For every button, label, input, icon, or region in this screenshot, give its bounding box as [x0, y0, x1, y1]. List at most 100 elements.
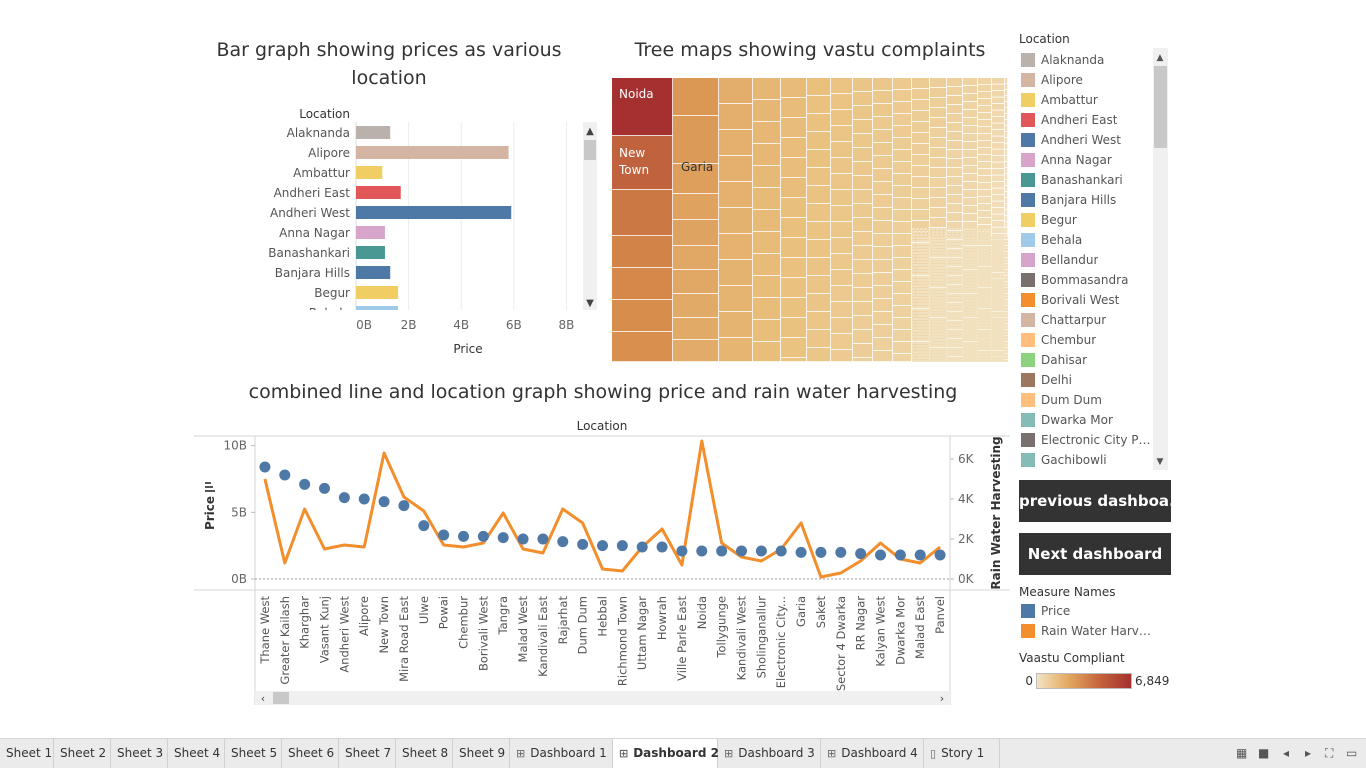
treemap-cell[interactable] — [991, 273, 995, 276]
treemap-cell[interactable] — [893, 258, 912, 270]
treemap-cell[interactable] — [944, 303, 948, 306]
treemap-cell[interactable] — [912, 309, 916, 312]
treemap-cell[interactable] — [953, 258, 957, 261]
treemap-cell[interactable] — [673, 294, 719, 318]
treemap-cell[interactable] — [923, 348, 927, 351]
treemap-cell[interactable] — [987, 240, 991, 243]
treemap-cell[interactable] — [916, 297, 920, 300]
treemap-cell[interactable] — [947, 309, 951, 312]
treemap-cell[interactable] — [978, 113, 992, 120]
treemap-cell[interactable] — [980, 264, 984, 267]
treemap-cell[interactable] — [947, 168, 963, 177]
treemap-cell[interactable] — [926, 330, 930, 333]
treemap-cell[interactable] — [978, 252, 982, 255]
treemap-cell[interactable] — [932, 228, 936, 231]
treemap-cell[interactable] — [992, 270, 996, 273]
treemap-cell[interactable] — [853, 358, 873, 362]
treemap-cell[interactable] — [930, 128, 947, 138]
treemap-cell[interactable] — [963, 273, 967, 276]
treemap-cell[interactable] — [963, 243, 967, 246]
treemap-cell[interactable] — [939, 243, 943, 246]
treemap-cell[interactable] — [947, 195, 963, 204]
treemap-cell[interactable] — [937, 318, 941, 321]
treemap-cell[interactable] — [933, 288, 937, 291]
treemap-cell[interactable] — [912, 330, 916, 333]
treemap-cell[interactable] — [944, 273, 948, 276]
treemap-cell[interactable] — [992, 84, 1005, 91]
treemap-cell[interactable] — [963, 166, 978, 174]
treemap-cell[interactable] — [916, 315, 920, 318]
treemap-cell[interactable] — [933, 273, 937, 276]
treemap-cell[interactable] — [976, 234, 980, 237]
treemap-cell[interactable] — [912, 243, 916, 246]
treemap-cell[interactable] — [944, 360, 948, 362]
treemap-cell[interactable] — [893, 210, 912, 222]
treemap-cell[interactable] — [963, 254, 978, 262]
treemap-cell[interactable] — [933, 318, 937, 321]
treemap-cell[interactable] — [912, 291, 916, 294]
treemap-cell[interactable] — [919, 288, 923, 291]
treemap-cell[interactable] — [928, 234, 932, 237]
treemap-cell[interactable] — [873, 234, 893, 247]
treemap-cell[interactable] — [957, 261, 961, 264]
treemap-cell[interactable] — [1006, 252, 1008, 255]
treemap-cell[interactable] — [948, 264, 952, 267]
treemap-cell[interactable] — [968, 264, 972, 267]
treemap-cell[interactable] — [912, 297, 916, 300]
treemap-cell[interactable] — [987, 276, 991, 279]
treemap-cell[interactable] — [951, 312, 955, 315]
treemap-cell[interactable] — [944, 348, 948, 351]
scroll-up-icon[interactable]: ▲ — [586, 126, 594, 137]
treemap-cell[interactable] — [923, 306, 927, 309]
treemap-cell[interactable] — [919, 300, 923, 303]
treemap-cell[interactable] — [937, 324, 941, 327]
treemap-cell[interactable] — [930, 303, 934, 306]
treemap-cell[interactable] — [947, 306, 951, 309]
treemap-cell[interactable] — [951, 285, 955, 288]
treemap-cell[interactable] — [969, 255, 973, 258]
treemap-cell[interactable] — [968, 231, 972, 234]
treemap-cell[interactable] — [831, 222, 853, 238]
treemap-cell[interactable] — [940, 291, 944, 294]
treemap-cell[interactable] — [912, 237, 916, 240]
treemap-cell[interactable] — [933, 300, 937, 303]
treemap-cell[interactable] — [1005, 192, 1008, 198]
treemap-cell[interactable] — [973, 261, 977, 264]
treemap-cell[interactable] — [923, 357, 927, 360]
treemap-cell[interactable] — [990, 249, 994, 252]
treemap-cell[interactable] — [926, 354, 930, 357]
treemap-cell[interactable] — [951, 282, 955, 285]
treemap-cell[interactable] — [719, 312, 753, 338]
treemap-cell[interactable] — [926, 267, 930, 270]
treemap-cell[interactable] — [979, 237, 983, 240]
treemap-cell[interactable] — [998, 246, 1002, 249]
treemap-cell[interactable] — [951, 273, 955, 276]
treemap-cell[interactable] — [1005, 84, 1008, 90]
treemap-cell[interactable] — [1005, 318, 1008, 324]
treemap-cell[interactable] — [947, 159, 963, 168]
treemap-cell[interactable] — [951, 345, 955, 348]
treemap-cell[interactable] — [893, 150, 912, 162]
treemap-cell[interactable] — [973, 255, 977, 258]
treemap-cell[interactable] — [912, 360, 916, 362]
treemap-cell[interactable] — [947, 294, 951, 297]
treemap-cell[interactable] — [893, 90, 912, 102]
treemap-cell[interactable] — [753, 232, 781, 254]
treemap-cell[interactable] — [937, 306, 941, 309]
treemap-cell[interactable] — [944, 324, 948, 327]
treemap-cell[interactable] — [912, 111, 930, 122]
treemap-cell[interactable] — [935, 240, 939, 243]
treemap-cell[interactable] — [944, 342, 948, 345]
treemap-cell[interactable] — [916, 285, 920, 288]
treemap-cell[interactable] — [1004, 264, 1008, 267]
treemap-cell[interactable] — [1005, 216, 1008, 222]
treemap-cell[interactable] — [919, 339, 923, 342]
treemap-cell[interactable] — [972, 234, 976, 237]
treemap-cell[interactable] — [930, 327, 934, 330]
treemap-cell[interactable] — [930, 108, 947, 118]
treemap-cell[interactable] — [916, 255, 920, 258]
treemap-cell[interactable] — [947, 186, 963, 195]
treemap-cell[interactable] — [959, 279, 963, 282]
treemap-cell[interactable] — [981, 255, 985, 258]
treemap-cell[interactable] — [930, 218, 947, 228]
